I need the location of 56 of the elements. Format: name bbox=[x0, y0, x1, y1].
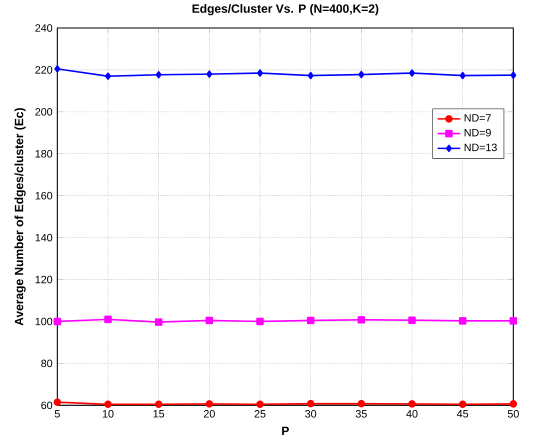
point bbox=[460, 72, 466, 80]
point bbox=[358, 400, 366, 408]
point bbox=[358, 70, 364, 78]
y-tick-label: 200 bbox=[35, 108, 52, 116]
x-tick-label: 5 bbox=[54, 410, 60, 418]
y-tick-label: 220 bbox=[35, 66, 52, 74]
chart-title: Edges/Cluster Vs. P (N=400,K=2) bbox=[192, 4, 378, 16]
point bbox=[206, 70, 212, 78]
point bbox=[104, 316, 112, 324]
legend-label: ND=7 bbox=[464, 114, 491, 122]
point bbox=[458, 317, 466, 325]
point bbox=[154, 318, 162, 326]
x-tick-label: 35 bbox=[356, 410, 367, 418]
point bbox=[256, 318, 264, 326]
point bbox=[104, 400, 112, 408]
point bbox=[510, 400, 518, 408]
y-tick-label: 120 bbox=[36, 276, 52, 284]
point bbox=[306, 316, 314, 324]
x-tick-label: 15 bbox=[154, 410, 164, 418]
y-tick-label: 140 bbox=[36, 234, 52, 242]
x-axis-title: P bbox=[282, 426, 289, 436]
x-tick-label: 40 bbox=[406, 410, 418, 418]
y-tick-label: 240 bbox=[35, 24, 52, 32]
legend-label: ND=13 bbox=[464, 144, 497, 152]
point bbox=[206, 316, 214, 324]
x-tick-label: 30 bbox=[305, 410, 316, 418]
y-tick-label: 60 bbox=[41, 402, 52, 410]
point bbox=[256, 400, 264, 408]
point bbox=[510, 317, 518, 325]
point bbox=[306, 400, 314, 408]
point bbox=[458, 400, 466, 408]
y-tick-label: 80 bbox=[41, 360, 52, 368]
x-tick-label: 25 bbox=[254, 410, 266, 418]
point bbox=[54, 65, 60, 73]
y-tick-label: 100 bbox=[36, 318, 52, 326]
x-tick-label: 20 bbox=[204, 410, 215, 418]
point bbox=[308, 72, 314, 80]
x-tick-label: 45 bbox=[456, 410, 468, 418]
x-tick-label: 10 bbox=[102, 410, 114, 418]
point bbox=[105, 72, 112, 80]
x-tick-label: 50 bbox=[508, 410, 519, 418]
point bbox=[257, 69, 264, 77]
point bbox=[408, 316, 416, 324]
point bbox=[206, 400, 214, 408]
point bbox=[408, 400, 416, 408]
point bbox=[409, 69, 415, 77]
y-axis-title: Average Number of Edges/cluster (Ec) bbox=[14, 108, 26, 326]
point bbox=[510, 71, 516, 79]
point bbox=[358, 316, 366, 324]
y-tick-label: 160 bbox=[36, 192, 52, 200]
y-tick-label: 180 bbox=[36, 150, 52, 158]
point bbox=[156, 71, 162, 78]
point bbox=[54, 398, 62, 406]
point bbox=[54, 318, 62, 326]
point bbox=[154, 400, 162, 408]
legend-label: ND=9 bbox=[464, 128, 491, 136]
